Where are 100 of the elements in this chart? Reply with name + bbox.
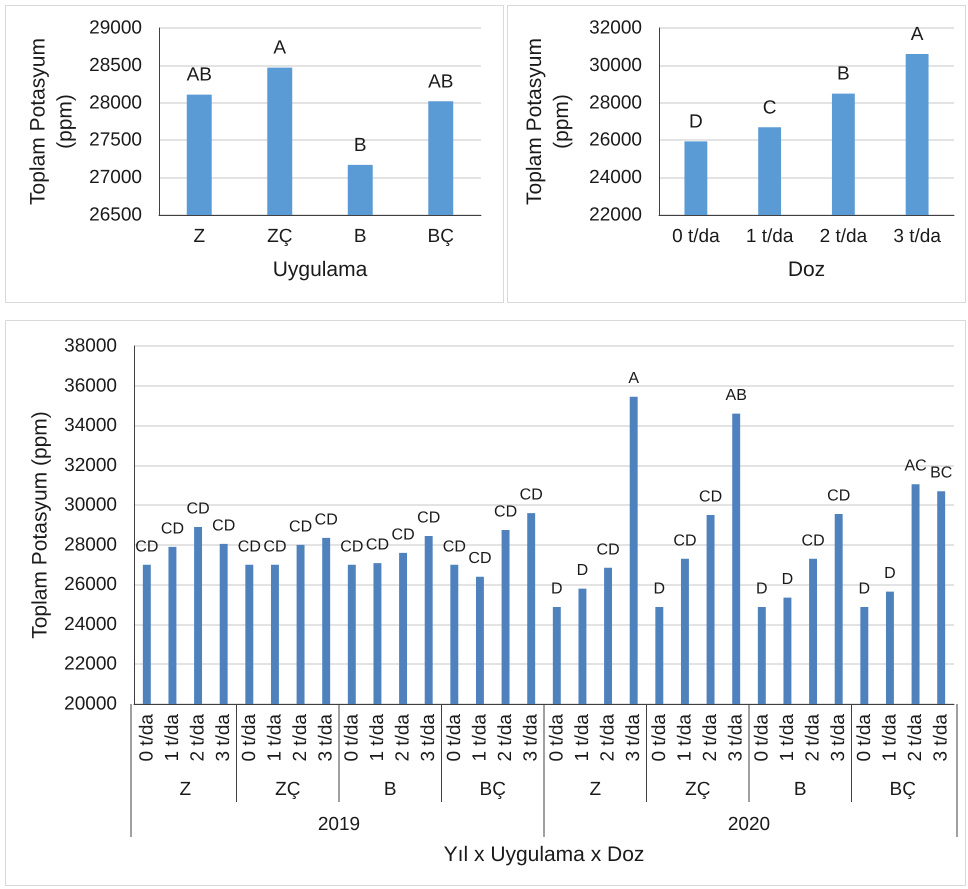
x-tick-label: 2 t/da [802,714,824,762]
y-tick-label: 24000 [589,167,642,188]
data-label: B [837,64,850,85]
x-tick-label: 1 t/da [776,714,798,762]
x-tick-label: 3 t/da [213,714,234,762]
text: BÇ [890,779,916,800]
text: Z [589,779,602,800]
y-tick-label: 26000 [64,574,117,596]
data-label: CD [238,538,261,556]
text: ZÇ [685,779,710,800]
text: B [794,779,807,800]
x-tick-label: 3 t/da [893,226,942,247]
data-label: C [762,97,776,118]
data-label: CD [212,517,236,534]
y-tick-label: 28500 [89,54,142,76]
x-tick-label: 1 t/da [572,714,593,762]
x-tick-label: BÇ [428,226,454,247]
data-label: CD [135,538,158,556]
x-tick-label: 0 t/da [672,226,720,247]
x-tick-label: 1 t/da [264,714,286,762]
text: Z [179,779,192,800]
x-tick-label: 1 t/da [469,714,490,762]
y-tick-label: 27500 [89,130,142,151]
y-tick-label: 22000 [64,654,117,675]
y-tick-label: 28000 [64,534,117,556]
y-tick-label: 28000 [89,92,142,114]
x-tick-label: 3 t/da [828,714,850,762]
y-tick-label: 30000 [64,494,117,516]
data-label: AC [904,458,927,475]
x-tick-label: 3 t/da [520,714,542,762]
data-label: A [273,38,286,59]
x-tick-label: 0 t/da [854,714,875,762]
x-tick-label: 1 t/da [162,714,183,762]
data-label: D [756,580,768,598]
text: BÇ [480,779,506,800]
text: 2020 [728,814,770,835]
x-tick-label: 2 t/da [290,714,312,762]
y-tick-label: 27000 [89,167,142,188]
text: ZÇ [275,779,300,800]
data-label: CD [468,550,492,568]
data-label: CD [366,536,389,554]
x-tick-label: 3 t/da [623,714,644,762]
x-tick-label: 1 t/da [366,714,388,762]
data-label: CD [802,532,825,550]
x-tick-label: 0 t/da [238,714,260,762]
x-tick-label: 2 t/da [392,714,414,762]
x-tick-label: 3 t/da [418,714,440,762]
x-tick-label: 0 t/da [648,714,670,762]
x-tick-label: 3 t/da [316,714,337,762]
y-tick-label: 32000 [589,18,642,38]
x-tick-label: 0 t/da [751,714,772,762]
x-tick-label: Z [193,226,206,247]
x-tick-label: 1 t/da [746,226,794,247]
data-label: CD [596,541,620,558]
y-tick-label: 34000 [64,415,117,436]
y-tick-label: 22000 [589,204,642,226]
data-label: A [628,370,640,388]
data-label: CD [263,538,286,556]
x-tick-label: 0 t/da [444,714,465,762]
data-label: CD [340,538,364,556]
x-tick-label: 0 t/da [341,714,362,762]
x-tick-label: 2 t/da [905,714,926,762]
data-label: CD [442,538,466,556]
data-label: D [858,580,870,598]
data-label: CD [520,486,543,504]
data-label: CD [827,488,850,505]
x-axis-title: Doz [788,258,826,281]
y-tick-label: 38000 [64,336,117,356]
data-label: BC [930,464,952,482]
data-label: B [354,134,367,156]
x-tick-label: 2 t/da [495,714,516,762]
data-label: CD [494,503,518,520]
y-tick-label: 26500 [89,204,142,226]
data-label: CD [392,526,415,544]
data-label: CD [699,488,722,506]
x-tick-label: 0 t/da [136,714,158,762]
x-tick-label: ZÇ [267,226,292,247]
x-tick-label: 2 t/da [188,714,209,762]
x-tick-label: B [354,226,367,247]
data-label: D [551,580,563,598]
data-label: D [782,571,794,588]
y-axis-title: Toplam Potasyum (ppm) [523,38,573,205]
y-tick-label: 29000 [89,18,142,38]
x-tick-label: 3 t/da [930,714,952,762]
data-label: CD [289,518,312,536]
y-tick-label: 32000 [64,454,117,476]
y-tick-label: 30000 [589,54,642,76]
x-tick-label: 2 t/da [598,714,619,762]
text: 2019 [318,814,360,835]
y-tick-label: 26000 [589,130,642,151]
data-label: D [654,580,666,598]
data-label: CD [673,532,696,550]
y-axis-title: Toplam Potasyum (ppm) [28,411,52,639]
y-tick-label: 28000 [589,92,642,114]
x-tick-label: 2 t/da [700,714,722,762]
data-label: AB [186,64,212,86]
y-tick-label: 20000 [64,694,117,714]
x-tick-label: 1 t/da [674,714,696,762]
data-label: CD [186,500,210,518]
x-axis-title: Yıl x Uygulama x Doz [444,843,644,866]
